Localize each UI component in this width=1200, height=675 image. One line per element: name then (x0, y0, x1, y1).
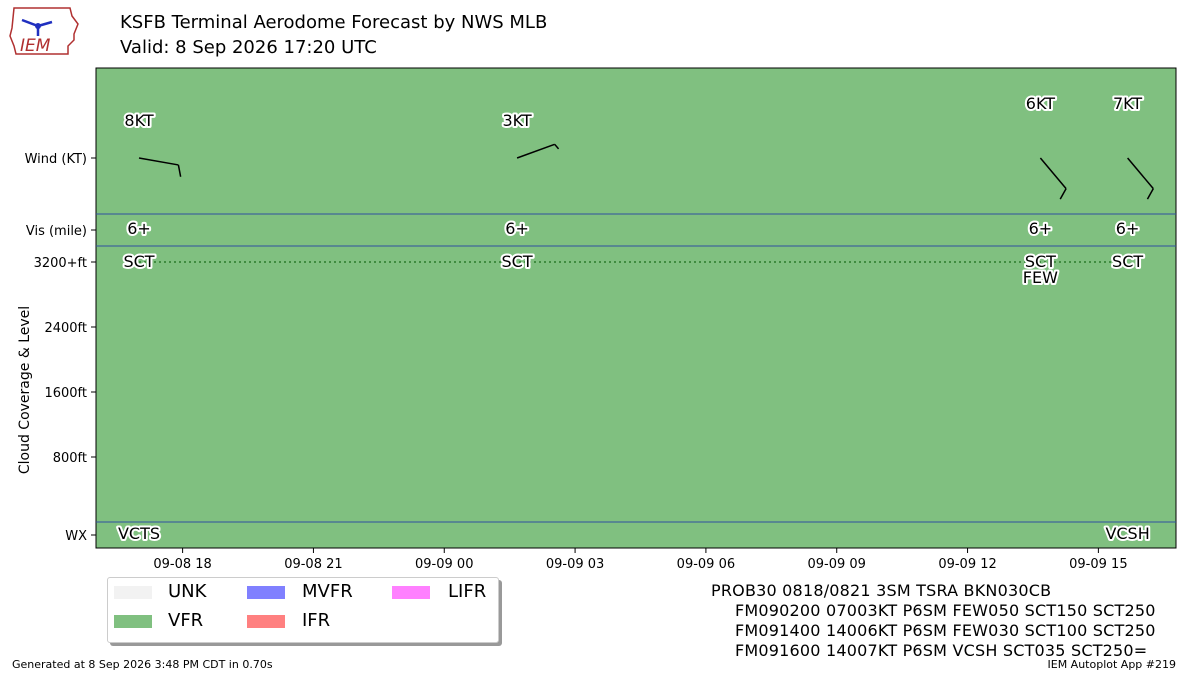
legend-swatch (247, 586, 285, 599)
wind-speed-label: 8KT (124, 111, 153, 130)
wind-barb-shaft (1039, 157, 1067, 190)
plot-area (95, 67, 1177, 549)
wind-speed-label: 3KT (502, 111, 531, 130)
legend-swatch (114, 615, 152, 628)
x-tick-label: 09-09 06 (677, 557, 735, 572)
page-title: KSFB Terminal Aerodome Forecast by NWS M… (120, 12, 548, 33)
cloud-cover-label-halo: SCT (1025, 252, 1056, 271)
logo-text: IEM (20, 36, 51, 56)
cloud-cover-label-halo: SCT (502, 252, 533, 271)
wind-speed-label: 7KT (1113, 94, 1142, 113)
cloud-cover-label: SCT (1112, 252, 1143, 271)
wind-barb-flag (554, 143, 560, 150)
wx-label: VCTS (118, 524, 160, 543)
taf-line: FM090200 07003KT P6SM FEW050 SCT150 SCT2… (735, 601, 1156, 620)
cloud-cover-label: SCT (123, 252, 154, 271)
legend: UNK VFR MVFR IFR LIFR (107, 577, 499, 643)
wind-barb-flag (1059, 188, 1067, 200)
legend-label: LIFR (448, 581, 487, 602)
visibility-label: 6+ (1116, 219, 1140, 238)
legend-label: VFR (168, 610, 204, 631)
wind-barb-shaft (516, 143, 555, 159)
visibility-label: 6+ (127, 219, 151, 238)
y-tick-label: Wind (KT) (25, 152, 87, 167)
y-tick-label: 800ft (53, 451, 87, 466)
wind-speed-label-halo: 8KT (124, 111, 153, 130)
x-tick-label: 09-08 18 (153, 557, 211, 572)
x-tick-label: 09-08 21 (284, 557, 342, 572)
visibility-label-halo: 6+ (1029, 219, 1053, 238)
wind-barb-shaft (138, 157, 179, 166)
wx-label-halo: VCSH (1105, 524, 1149, 543)
legend-swatch (392, 586, 430, 599)
legend-label: IFR (302, 610, 331, 631)
x-tick-label: 09-09 03 (546, 557, 604, 572)
cloud-cover-label-halo: SCT (123, 252, 154, 271)
cloud-cover-label-halo: FEW (1023, 268, 1058, 287)
wind-barb-flag (1146, 188, 1154, 200)
y-tick-label: Vis (mile) (26, 224, 87, 239)
legend-swatch (114, 586, 152, 599)
wx-label-halo: VCTS (118, 524, 160, 543)
visibility-label: 6+ (1029, 219, 1053, 238)
wind-barb-flag (177, 164, 182, 177)
taf-line: PROB30 0818/0821 3SM TSRA BKN030CB (711, 581, 1052, 600)
cloud-cover-label: SCT (1025, 252, 1056, 271)
legend-label: MVFR (302, 581, 353, 602)
y-tick-label: 1600ft (44, 386, 87, 401)
x-tick-label: 09-09 12 (938, 557, 996, 572)
wind-speed-label-halo: 3KT (502, 111, 531, 130)
wind-speed-label-halo: 6KT (1026, 94, 1055, 113)
wx-label: VCSH (1105, 524, 1149, 543)
wind-speed-label-halo: 7KT (1113, 94, 1142, 113)
y-tick-label: 2400ft (44, 321, 87, 336)
cloud-cover-label: SCT (502, 252, 533, 271)
app-note: IEM Autoplot App #219 (1047, 658, 1177, 671)
x-tick-label: 09-09 15 (1069, 557, 1127, 572)
legend-label: UNK (168, 581, 207, 602)
taf-line: FM091600 14007KT P6SM VCSH SCT035 SCT250… (735, 641, 1148, 660)
iem-logo: IEM (8, 6, 80, 62)
y-axis-label: Cloud Coverage & Level (17, 306, 33, 474)
visibility-label-halo: 6+ (1116, 219, 1140, 238)
visibility-label-halo: 6+ (127, 219, 151, 238)
x-tick-label: 09-09 00 (415, 557, 473, 572)
page-subtitle: Valid: 8 Sep 2026 17:20 UTC (120, 37, 377, 58)
taf-line: FM091400 14006KT P6SM FEW030 SCT100 SCT2… (735, 621, 1156, 640)
cloud-cover-label-halo: SCT (1112, 252, 1143, 271)
visibility-label: 6+ (505, 219, 529, 238)
legend-swatch (247, 615, 285, 628)
y-tick-label: 3200+ft (34, 256, 87, 271)
visibility-label-halo: 6+ (505, 219, 529, 238)
wind-speed-label: 6KT (1026, 94, 1055, 113)
generated-note: Generated at 8 Sep 2026 3:48 PM CDT in 0… (12, 658, 273, 671)
x-tick-label: 09-09 09 (808, 557, 866, 572)
y-tick-label: WX (65, 529, 87, 544)
cloud-cover-label: FEW (1023, 268, 1058, 287)
wind-barb-shaft (1127, 157, 1154, 190)
